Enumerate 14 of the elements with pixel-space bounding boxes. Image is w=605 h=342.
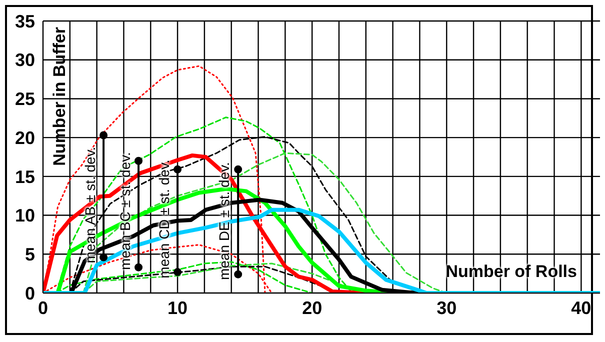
y-tick-label: 5 xyxy=(24,244,35,265)
x-tick-label: 30 xyxy=(436,298,457,318)
y-tick-label: 15 xyxy=(14,166,35,187)
y-tick-label: 10 xyxy=(14,206,35,226)
y-tick-label: 20 xyxy=(14,128,35,148)
x-tick-label: 20 xyxy=(302,298,322,318)
y-tick-label: 30 xyxy=(14,50,35,70)
x-tick-label: 10 xyxy=(168,298,188,318)
y-tick-label: 0 xyxy=(24,283,35,304)
y-axis-title: Number in Buffer xyxy=(50,27,70,166)
y-tick-label: 35 xyxy=(14,11,35,32)
x-tick-label: 0 xyxy=(38,298,48,318)
x-tick-label: 40 xyxy=(571,298,592,318)
y-tick-label: 25 xyxy=(14,89,35,110)
